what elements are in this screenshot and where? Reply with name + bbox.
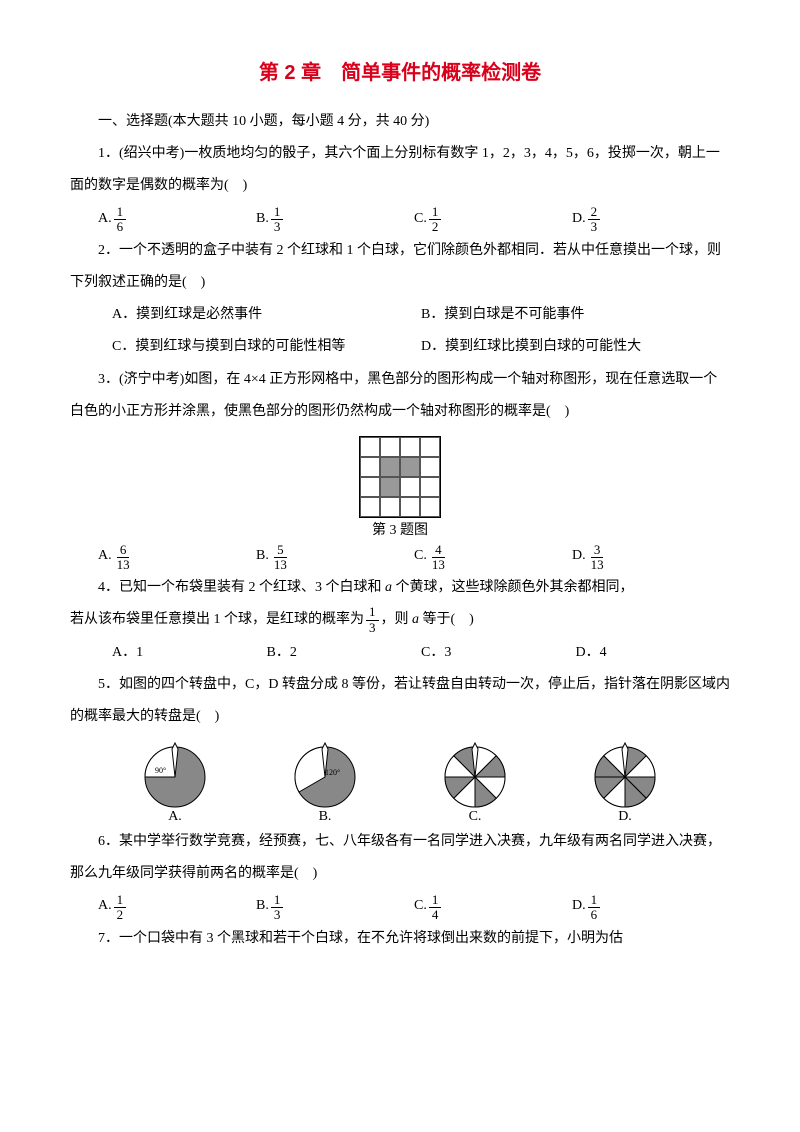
- frac: 513: [271, 543, 290, 573]
- frac: 14: [429, 893, 442, 923]
- label-b: B.: [256, 540, 269, 572]
- var-a: a: [385, 580, 392, 595]
- q6-opt-d: D.16: [572, 890, 730, 922]
- spinner-b-svg: 120°: [285, 739, 365, 809]
- label-d: D.: [572, 540, 586, 572]
- q3-opt-c: C.413: [414, 540, 572, 572]
- deg120: 120°: [325, 768, 340, 777]
- spinner-a: 90° A.: [135, 739, 215, 826]
- label-d: D.: [572, 203, 586, 235]
- spinner-a-svg: 90°: [135, 739, 215, 809]
- page-title: 第 2 章 简单事件的概率检测卷: [70, 50, 730, 96]
- q2-opt-c: C．摸到红球与摸到白球的可能性相等: [112, 331, 421, 363]
- q3-opt-b: B.513: [256, 540, 414, 572]
- q1-opt-b: B.13: [256, 203, 414, 235]
- q2-row2: C．摸到红球与摸到白球的可能性相等 D．摸到红球比摸到白球的可能性大: [70, 331, 730, 363]
- grid-4x4: [359, 436, 441, 518]
- q4-opt-d: D．4: [576, 637, 731, 669]
- q2-opt-d: D．摸到红球比摸到白球的可能性大: [421, 331, 730, 363]
- label-d: D.: [572, 890, 586, 922]
- frac: 12: [429, 205, 442, 235]
- spinner-b: 120° B.: [285, 739, 365, 826]
- q6-options: A.12 B.13 C.14 D.16: [70, 890, 730, 922]
- label-b: B.: [285, 809, 365, 826]
- q7-text: 7．一个口袋中有 3 个黑球和若干个白球，在不允许将球倒出来数的前提下，小明为估: [70, 923, 730, 955]
- q2-opt-a: A．摸到红球是必然事件: [112, 299, 421, 331]
- spinner-c: C.: [435, 739, 515, 826]
- spinner-c-svg: [435, 739, 515, 809]
- section-heading: 一、选择题(本大题共 10 小题，每小题 4 分，共 40 分): [70, 106, 730, 138]
- label-c: C.: [435, 809, 515, 826]
- frac: 413: [429, 543, 448, 573]
- q4-line2: 若从该布袋里任意摸出 1 个球，是红球的概率为13，则 a 等于( ): [70, 604, 730, 636]
- q3-caption: 第 3 题图: [70, 522, 730, 540]
- q6-opt-a: A.12: [98, 890, 256, 922]
- frac: 23: [588, 205, 601, 235]
- q6-text: 6．某中学举行数学竞赛，经预赛，七、八年级各有一名同学进入决赛，九年级有两名同学…: [70, 826, 730, 890]
- q3-options: A.613 B.513 C.413 D.313: [70, 540, 730, 572]
- q4-opt-b: B．2: [267, 637, 422, 669]
- q4-line1: 4．已知一个布袋里装有 2 个红球、3 个白球和 a 个黄球，这些球除颜色外其余…: [70, 572, 730, 604]
- q4-options: A．1 B．2 C．3 D．4: [70, 637, 730, 669]
- q1-opt-d: D.23: [572, 203, 730, 235]
- label-b: B.: [256, 890, 269, 922]
- q3-text: 3．(济宁中考)如图，在 4×4 正方形网格中，黑色部分的图形构成一个轴对称图形…: [70, 364, 730, 428]
- label-a: A.: [98, 890, 112, 922]
- q2-opt-b: B．摸到白球是不可能事件: [421, 299, 730, 331]
- q3-opt-a: A.613: [98, 540, 256, 572]
- spinner-d-svg: [585, 739, 665, 809]
- label-a: A.: [98, 540, 112, 572]
- q6-opt-c: C.14: [414, 890, 572, 922]
- frac: 13: [366, 605, 379, 635]
- q1-opt-c: C.12: [414, 203, 572, 235]
- label-d: D.: [585, 809, 665, 826]
- q3-opt-d: D.313: [572, 540, 730, 572]
- q1-options: A.16 B.13 C.12 D.23: [70, 203, 730, 235]
- label-c: C.: [414, 540, 427, 572]
- q3-figure: 第 3 题图: [70, 436, 730, 540]
- frac: 13: [271, 205, 284, 235]
- label-b: B.: [256, 203, 269, 235]
- q5-spinners: 90° A. 120° B. C. D.: [70, 739, 730, 826]
- q1-opt-a: A.16: [98, 203, 256, 235]
- q5-text: 5．如图的四个转盘中，C，D 转盘分成 8 等份，若让转盘自由转动一次，停止后，…: [70, 669, 730, 733]
- frac: 16: [114, 205, 127, 235]
- spinner-d: D.: [585, 739, 665, 826]
- frac: 13: [271, 893, 284, 923]
- label-c: C.: [414, 203, 427, 235]
- frac: 16: [588, 893, 601, 923]
- label-a: A.: [98, 203, 112, 235]
- deg90: 90°: [155, 766, 166, 775]
- q6-opt-b: B.13: [256, 890, 414, 922]
- label-a: A.: [135, 809, 215, 826]
- frac: 613: [114, 543, 133, 573]
- frac: 313: [588, 543, 607, 573]
- var-a: a: [412, 612, 419, 627]
- label-c: C.: [414, 890, 427, 922]
- q2-row1: A．摸到红球是必然事件 B．摸到白球是不可能事件: [70, 299, 730, 331]
- q4-opt-c: C．3: [421, 637, 576, 669]
- q2-text: 2．一个不透明的盒子中装有 2 个红球和 1 个白球，它们除颜色外都相同．若从中…: [70, 235, 730, 299]
- q4-opt-a: A．1: [112, 637, 267, 669]
- frac: 12: [114, 893, 127, 923]
- q1-text: 1．(绍兴中考)一枚质地均匀的骰子，其六个面上分别标有数字 1，2，3，4，5，…: [70, 138, 730, 202]
